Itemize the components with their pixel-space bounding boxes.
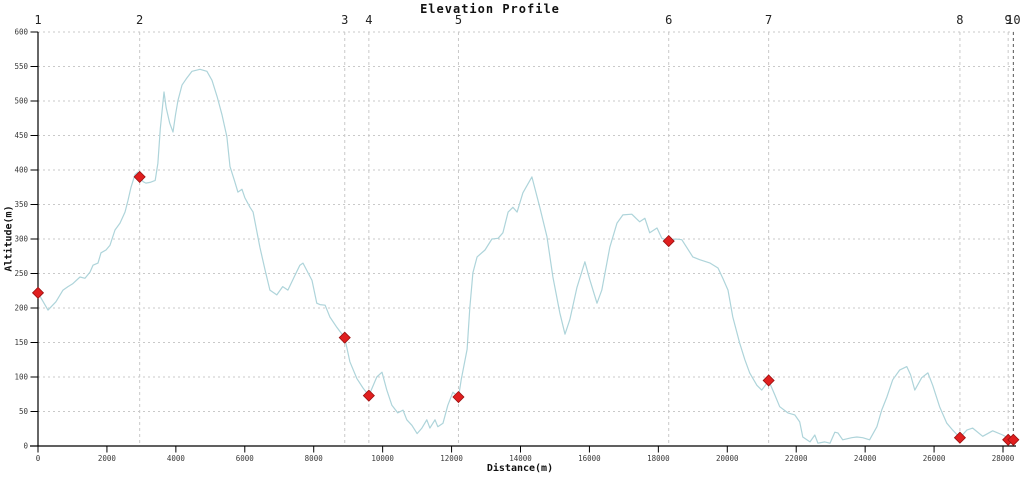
waypoint-marker — [452, 390, 465, 404]
waypoint-marker — [362, 389, 375, 402]
waypoint-number-label: 2 — [136, 13, 143, 27]
y-tick-label: 350 — [14, 200, 28, 209]
x-tick-label: 2000 — [98, 454, 117, 463]
x-tick-label: 14000 — [509, 454, 532, 463]
waypoint-number-label: 9 — [1005, 13, 1012, 27]
waypoint-number-label: 10 — [1006, 13, 1020, 27]
y-tick-label: 300 — [14, 235, 28, 244]
x-tick-label: 24000 — [854, 454, 877, 463]
waypoint-marker — [762, 374, 775, 387]
x-tick-label: 6000 — [236, 454, 255, 463]
x-tick-label: 18000 — [647, 454, 670, 463]
y-tick-label: 400 — [14, 166, 28, 175]
y-tick-label: 250 — [14, 269, 28, 278]
x-tick-label: 28000 — [992, 454, 1015, 463]
x-tick-label: 26000 — [923, 454, 946, 463]
elevation-line — [37, 68, 1012, 444]
y-tick-label: 550 — [14, 62, 28, 71]
waypoint-number-label: 7 — [765, 13, 772, 27]
x-tick-label: 8000 — [305, 454, 324, 463]
y-tick-label: 0 — [23, 442, 28, 451]
chart-title: Elevation Profile — [420, 2, 560, 16]
waypoint-marker — [133, 170, 146, 183]
waypoint-number-label: 4 — [365, 13, 372, 27]
x-tick-label: 0 — [36, 454, 41, 463]
waypoint-marker — [1007, 433, 1020, 446]
waypoint-marker — [31, 286, 45, 299]
waypoint-marker — [953, 431, 966, 444]
y-tick-label: 500 — [14, 97, 28, 106]
waypoint-marker — [338, 331, 351, 344]
waypoint-number-label: 1 — [34, 13, 41, 27]
y-tick-label: 450 — [14, 131, 28, 140]
waypoint-marker — [662, 235, 675, 248]
waypoint-number-label: 6 — [665, 13, 672, 27]
waypoint-number-label: 5 — [455, 13, 462, 27]
x-axis-title: Distance(m) — [486, 463, 554, 474]
x-tick-label: 20000 — [716, 454, 739, 463]
x-tick-label: 16000 — [578, 454, 601, 463]
x-tick-label: 22000 — [785, 454, 808, 463]
waypoint-number-label: 8 — [956, 13, 963, 27]
y-tick-label: 600 — [14, 28, 28, 37]
x-tick-label: 4000 — [167, 454, 186, 463]
y-tick-label: 100 — [14, 373, 28, 382]
y-tick-label: 50 — [19, 407, 29, 416]
y-tick-label: 200 — [14, 304, 28, 313]
waypoint-number-label: 3 — [341, 13, 348, 27]
x-tick-label: 10000 — [371, 454, 394, 463]
x-tick-label: 12000 — [440, 454, 463, 463]
y-tick-label: 150 — [14, 338, 28, 347]
